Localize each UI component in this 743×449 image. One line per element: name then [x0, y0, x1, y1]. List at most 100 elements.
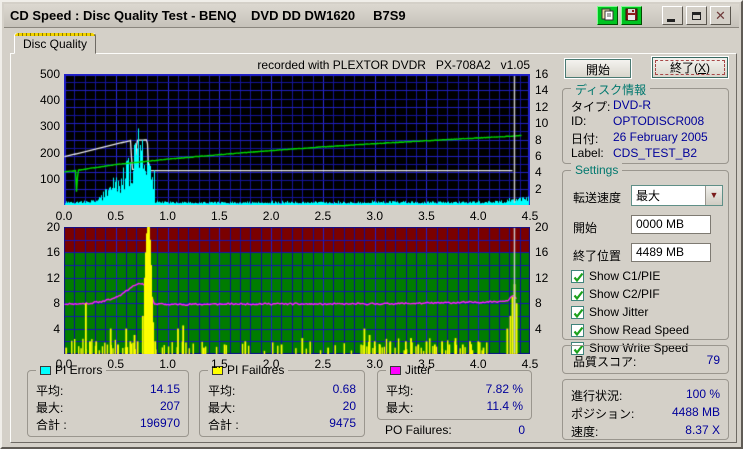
checkbox-box[interactable]: [571, 305, 584, 319]
chart2-x-tick: 2.5: [314, 357, 332, 371]
row-value: 8.37 X: [685, 423, 720, 437]
chart2-x-tick: 3.5: [418, 357, 435, 371]
stat-row: 合計 : 9475: [208, 416, 356, 433]
quality-score-value: 79: [706, 353, 720, 367]
checkbox-label: Show Write Speed: [589, 341, 689, 355]
chart2-x-tick: 1.5: [210, 357, 228, 371]
stat-row: 平均: 0.68: [208, 382, 356, 399]
chart2-left-tick: 4: [53, 321, 60, 336]
chart1-right-tick: 6: [535, 148, 542, 163]
chart2-left-tick: 12: [46, 270, 60, 285]
row-value: 207: [159, 399, 180, 413]
chart1-right-tick: 16: [535, 67, 549, 81]
copy-button[interactable]: [597, 6, 618, 25]
title-bar[interactable]: CD Speed : Disc Quality Test - BENQ DVD …: [4, 4, 739, 28]
end-position-field[interactable]: 4489 MB: [631, 243, 711, 262]
pi-failures-swatch: [212, 365, 223, 375]
row-value: 9475: [329, 416, 356, 430]
chart2-x-tick: 3.0: [366, 357, 383, 371]
checkbox-label: Show C2/PIF: [589, 287, 660, 301]
row-value: 7.82 %: [485, 382, 523, 396]
chart1-right-tick: 8: [535, 132, 542, 147]
checkbox-box[interactable]: [571, 269, 584, 283]
transfer-speed-label: 転送速度: [573, 191, 622, 205]
save-button[interactable]: [621, 6, 642, 25]
checkbox-box[interactable]: [571, 287, 584, 301]
chart2-left-tick: 20: [46, 220, 60, 234]
row-value: 4488 MB: [671, 405, 720, 419]
chart2-x-tick: 4.0: [469, 357, 487, 371]
pi-errors-stats-title: PI Errors: [55, 363, 103, 377]
stat-row: 合計 : 196970: [36, 416, 180, 433]
row-label: 最大:: [36, 401, 64, 415]
checkbox-box[interactable]: [571, 323, 584, 337]
chart2-right-tick: 4: [535, 321, 542, 336]
stat-row: Label: CDS_TEST_B2: [571, 146, 720, 160]
chart1-left-tick: 200: [39, 145, 60, 160]
row-value: 11.4 %: [486, 399, 523, 413]
chart1-left-tick: 100: [39, 171, 60, 186]
chart1-right-tick: 10: [535, 116, 549, 131]
minimize-button[interactable]: [662, 6, 683, 25]
chart2-right-tick: 8: [535, 296, 542, 311]
row-label: ポジション:: [571, 407, 635, 421]
chart1-x-tick: 2.0: [262, 209, 280, 223]
disc-info-group: ディスク情報 タイプ: DVD-R ID: OPTODISCR008 日付: 26 Feb…: [562, 81, 729, 164]
checkbox-show-c1-pie[interactable]: Show C1/PIE: [571, 269, 660, 283]
checkbox-show-read-speed[interactable]: Show Read Speed: [571, 323, 689, 337]
chart2-x-tick: 0.5: [107, 357, 125, 371]
chart2-x-tick: 1.0: [159, 357, 176, 371]
start-position-label: 開始: [573, 221, 598, 235]
stat-row: 進行状況: 100 %: [571, 387, 720, 404]
transfer-speed-value: 最大: [636, 189, 661, 203]
disc-info-title: ディスク情報: [571, 81, 651, 98]
row-value: 196970: [139, 416, 180, 430]
tab-disc-quality[interactable]: Disc Quality: [14, 33, 96, 54]
row-value: 100 %: [685, 387, 720, 401]
combo-dropdown-button[interactable]: ▼: [705, 186, 722, 205]
maximize-icon: [692, 11, 701, 20]
checkbox-show-c2-pif[interactable]: Show C2/PIF: [571, 287, 660, 301]
checkbox-label: Show C1/PIE: [589, 269, 661, 283]
chart1-left-tick: 300: [39, 119, 60, 134]
chart1-x-tick: 1.0: [159, 209, 176, 223]
exit-button[interactable]: 終了(X): [652, 57, 728, 78]
chart1-x-tick: 4.5: [521, 209, 539, 223]
jitter-swatch: [390, 365, 401, 375]
settings-group: Settings 転送速度 最大 ▼ 開始 0000 MB 終了位置 4489 …: [562, 163, 729, 355]
end-position-label: 終了位置: [573, 249, 622, 263]
chart1-x-tick: 1.5: [210, 209, 228, 223]
start-button[interactable]: 開始: [565, 59, 631, 78]
row-label: 日付:: [571, 132, 599, 146]
chart2-x-tick: 4.5: [521, 357, 539, 371]
row-label: 最大:: [386, 401, 414, 415]
po-failures-value: 0: [518, 423, 525, 437]
po-failures-label: PO Failures:: [385, 423, 452, 437]
chart1-right-tick: 4: [535, 165, 542, 180]
row-value: 0.68: [332, 382, 356, 396]
chart1-x-tick: 0.0: [55, 209, 73, 223]
transfer-speed-select[interactable]: 最大 ▼: [631, 185, 723, 206]
close-icon: ✕: [715, 8, 726, 23]
chart1-x-tick: 2.5: [314, 209, 332, 223]
checkbox-show-jitter[interactable]: Show Jitter: [571, 305, 648, 319]
chart1-x-tick: 3.5: [418, 209, 435, 223]
chart2-right-tick: 12: [535, 270, 549, 285]
row-value: OPTODISCR008: [613, 114, 705, 128]
stat-row: 平均: 14.15: [36, 382, 180, 399]
chevron-down-icon: ▼: [709, 190, 719, 200]
checkbox-box[interactable]: [571, 341, 584, 355]
checkbox-show-write-speed[interactable]: Show Write Speed: [571, 341, 688, 355]
window-title: CD Speed : Disc Quality Test - BENQ DVD …: [10, 8, 406, 23]
chart1-right-tick: 14: [535, 83, 549, 98]
pif-jitter-chart: [64, 227, 530, 354]
chart2-right-tick: 16: [535, 245, 549, 260]
close-button[interactable]: ✕: [710, 6, 731, 25]
maximize-button[interactable]: [686, 6, 707, 25]
row-label: 合計 :: [36, 418, 67, 432]
row-label: タイプ:: [571, 100, 611, 114]
progress-group: 進行状況: 100 % ポジション: 4488 MB 速度: 8.37 X: [562, 379, 729, 440]
row-label: 最大:: [208, 401, 236, 415]
start-position-field[interactable]: 0000 MB: [631, 215, 711, 234]
